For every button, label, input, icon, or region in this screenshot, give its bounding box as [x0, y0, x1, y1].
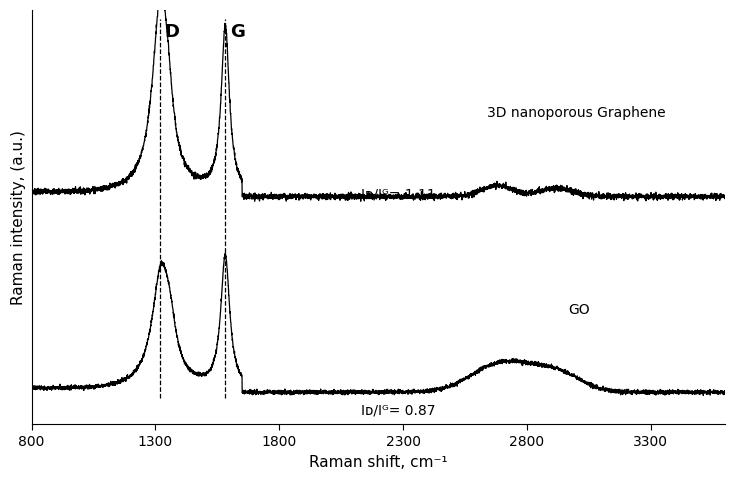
Text: 3D nanoporous Graphene: 3D nanoporous Graphene	[487, 106, 665, 120]
X-axis label: Raman shift, cm⁻¹: Raman shift, cm⁻¹	[309, 454, 447, 469]
Text: G: G	[230, 24, 244, 41]
Text: Iᴅ/Iᴳ= 0.87: Iᴅ/Iᴳ= 0.87	[361, 403, 436, 417]
Y-axis label: Raman intensity, (a.u.): Raman intensity, (a.u.)	[11, 130, 26, 305]
Text: Iᴅ/Iᴳ= 1.11: Iᴅ/Iᴳ= 1.11	[361, 187, 436, 201]
Text: GO: GO	[568, 303, 590, 317]
Text: D: D	[165, 24, 180, 41]
